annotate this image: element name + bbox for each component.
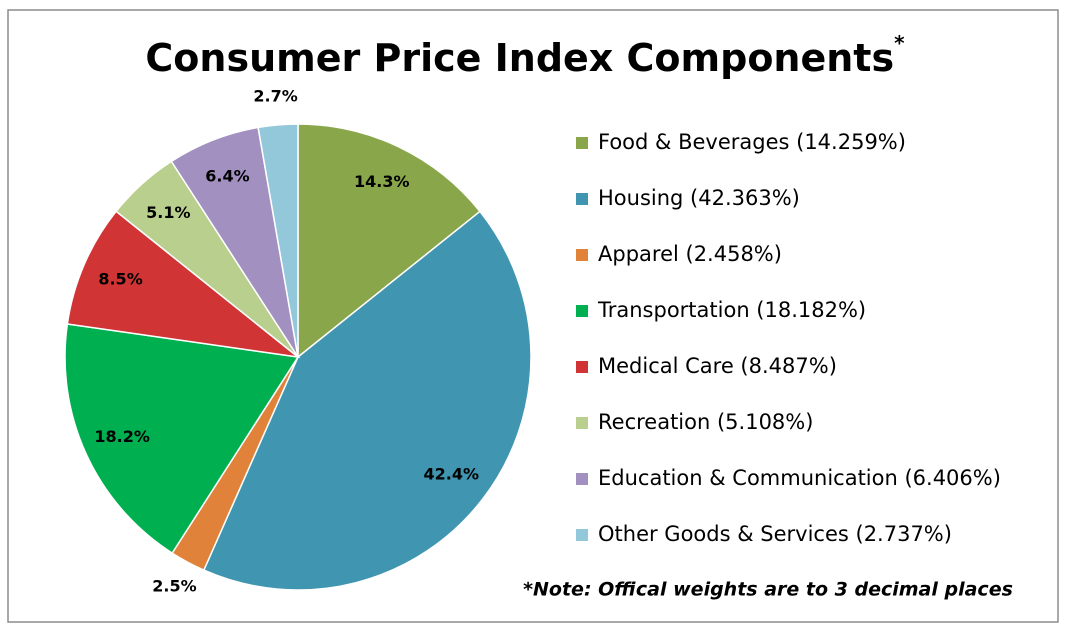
legend-swatch (576, 417, 588, 429)
data-label: 6.4% (205, 166, 249, 185)
legend-swatch (576, 473, 588, 485)
legend-swatch (576, 137, 588, 149)
data-label: 2.5% (152, 576, 196, 595)
pie-slice (66, 210, 301, 359)
legend-swatch (576, 305, 588, 317)
legend-swatch (576, 193, 588, 205)
pie-slice (297, 123, 481, 359)
data-label: 8.5% (98, 270, 142, 289)
data-label: 42.4% (423, 464, 479, 483)
legend-swatch (576, 249, 588, 261)
legend-label: Food & Beverages (14.259%) (598, 130, 906, 154)
note: *Note: Offical weights are to 3 decimal … (523, 579, 1013, 601)
pie-slice (64, 323, 300, 555)
legend-label: Apparel (2.458%) (598, 242, 782, 266)
chart-title: Consumer Price Index Components* (145, 31, 905, 80)
title-text: Consumer Price Index Components (145, 36, 894, 80)
legend-swatch (576, 361, 588, 373)
data-label: 5.1% (146, 203, 190, 222)
pie-slice (202, 210, 532, 591)
legend-label: Housing (42.363%) (598, 186, 800, 210)
data-label: 2.7% (253, 87, 297, 106)
legend-label: Transportation (18.182%) (597, 298, 866, 322)
legend-label: Medical Care (8.487%) (598, 354, 837, 378)
legend-label: Recreation (5.108%) (598, 410, 813, 434)
data-label: 14.3% (354, 172, 410, 191)
legend-label: Education & Communication (6.406%) (598, 466, 1001, 490)
data-label: 18.2% (94, 427, 150, 446)
legend-swatch (576, 529, 588, 541)
title-superscript: * (894, 31, 905, 55)
legend-label: Other Goods & Services (2.737%) (598, 522, 952, 546)
pie-slice (257, 123, 299, 358)
